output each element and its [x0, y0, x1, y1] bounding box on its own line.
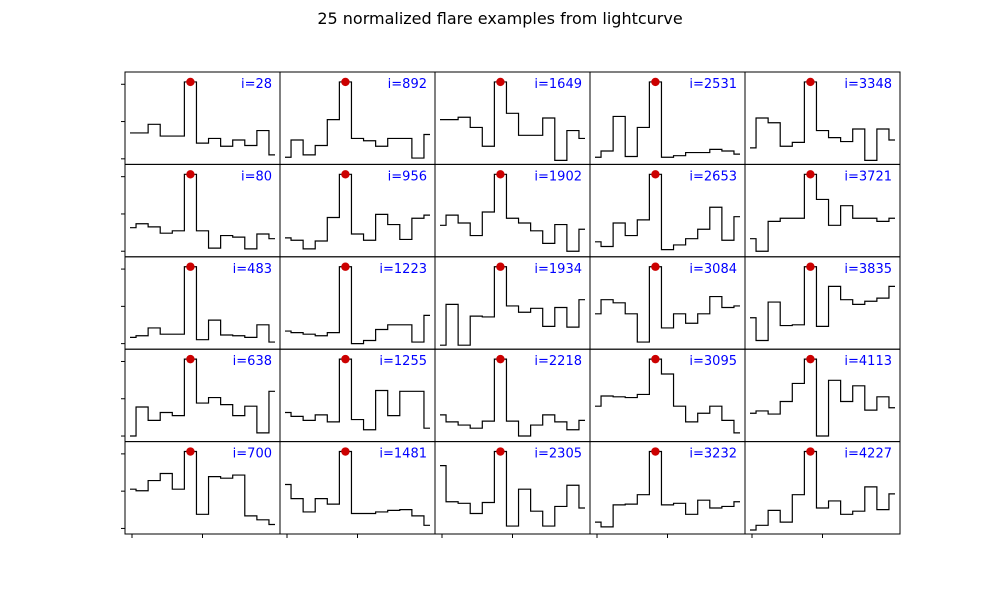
- panel-label: i=1255: [379, 354, 427, 369]
- lightcurve-series: [595, 81, 740, 158]
- panel-label: i=483: [233, 262, 272, 277]
- panel-label: i=1649: [534, 77, 582, 92]
- panel-label: i=28: [241, 77, 272, 92]
- lightcurve-series: [750, 358, 895, 437]
- peak-marker: [651, 354, 660, 364]
- lightcurve-series: [285, 266, 430, 345]
- panel-label: i=2218: [534, 354, 582, 369]
- peak-marker: [186, 354, 195, 364]
- peak-marker: [806, 77, 815, 87]
- peak-marker: [341, 77, 350, 87]
- lightcurve-series: [750, 81, 895, 161]
- peak-marker: [186, 77, 195, 87]
- peak-marker: [341, 262, 350, 271]
- panel-label: i=2531: [689, 77, 737, 92]
- peak-marker: [806, 354, 815, 364]
- panel-label: i=892: [388, 77, 427, 92]
- lightcurve-series: [130, 173, 275, 250]
- panel-label: i=4113: [844, 354, 892, 369]
- lightcurve-series: [440, 450, 585, 527]
- peak-marker: [496, 77, 505, 87]
- panel-label: i=956: [388, 169, 427, 184]
- lightcurve-series: [440, 173, 585, 252]
- panel-label: i=3232: [689, 447, 737, 462]
- panel-label: i=1481: [379, 447, 427, 462]
- panel-label: i=3721: [844, 169, 892, 184]
- panel-label: i=2305: [534, 447, 582, 462]
- peak-marker: [496, 447, 505, 456]
- lightcurve-series: [750, 450, 895, 531]
- lightcurve-series: [130, 81, 275, 156]
- lightcurve-series: [595, 358, 740, 434]
- peak-marker: [651, 77, 660, 87]
- lightcurve-series: [130, 358, 275, 437]
- peak-marker: [651, 262, 660, 271]
- panel-label: i=1934: [534, 262, 582, 277]
- peak-marker: [496, 170, 505, 179]
- peak-marker: [341, 354, 350, 364]
- peak-marker: [341, 447, 350, 456]
- lightcurve-series: [130, 266, 275, 343]
- peak-marker: [186, 447, 195, 456]
- panel-label: i=3348: [844, 77, 892, 92]
- peak-marker: [806, 170, 815, 179]
- lightcurve-series: [440, 266, 585, 346]
- lightcurve-series: [440, 358, 585, 437]
- panel-label: i=3835: [844, 262, 892, 277]
- peak-marker: [651, 447, 660, 456]
- lightcurve-series: [595, 450, 740, 528]
- peak-marker: [806, 262, 815, 271]
- lightcurve-series: [750, 173, 895, 252]
- figure-title: 25 normalized flare examples from lightc…: [317, 9, 683, 28]
- panel-label: i=3095: [689, 354, 737, 369]
- peak-marker: [496, 262, 505, 271]
- lightcurve-series: [285, 450, 430, 526]
- lightcurve-series: [285, 81, 430, 159]
- lightcurve-series: [285, 173, 430, 250]
- panel-label: i=80: [241, 169, 272, 184]
- panel-label: i=4227: [844, 447, 892, 462]
- lightcurve-series: [595, 173, 740, 251]
- panel-label: i=3084: [689, 262, 737, 277]
- lightcurve-series: [130, 450, 275, 526]
- peak-marker: [186, 262, 195, 271]
- lightcurve-series: [595, 266, 740, 343]
- peak-marker: [186, 170, 195, 179]
- lightcurve-series: [440, 81, 585, 161]
- peak-marker: [496, 354, 505, 364]
- panel-label: i=2653: [689, 169, 737, 184]
- lightcurve-series: [285, 358, 430, 431]
- panel-label: i=1223: [379, 262, 427, 277]
- peak-marker: [651, 170, 660, 179]
- peak-marker: [341, 170, 350, 179]
- lightcurve-series: [750, 266, 895, 342]
- panel-label: i=638: [233, 354, 272, 369]
- panel-label: i=1902: [534, 169, 582, 184]
- panel-label: i=700: [233, 447, 272, 462]
- peak-marker: [806, 447, 815, 456]
